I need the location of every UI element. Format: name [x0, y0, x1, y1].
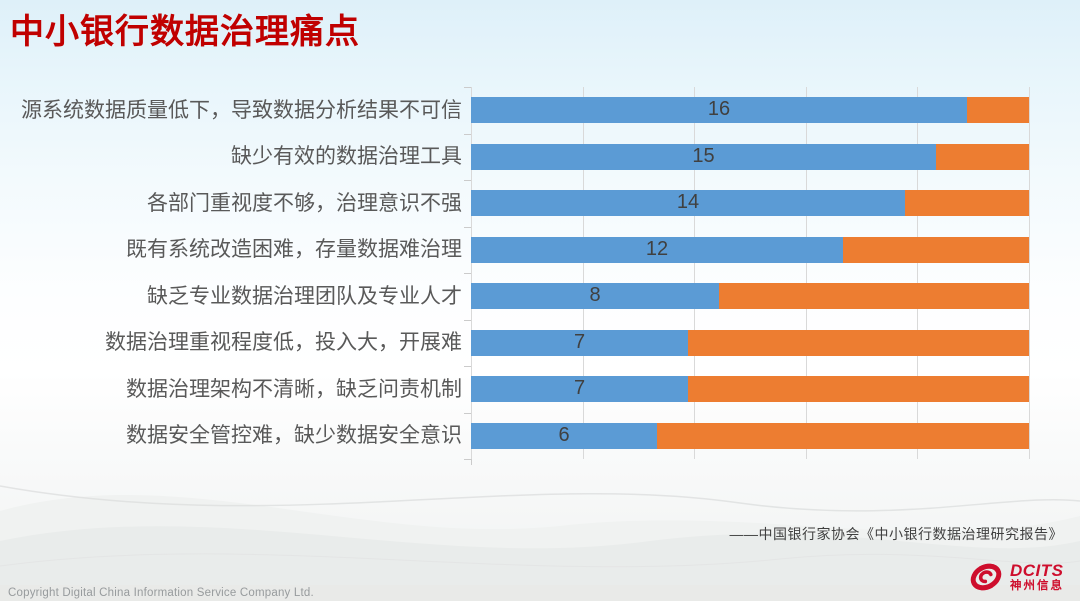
bar-value-label: 7: [573, 330, 586, 353]
bar-value-label: 8: [589, 284, 601, 307]
category-axis-tick: [464, 412, 471, 414]
vertical-gridline: [471, 87, 472, 459]
bar-segment-orange: [936, 143, 1029, 170]
bar-segment-orange: [905, 190, 1029, 217]
bar-track: 6: [471, 422, 1029, 449]
category-label: 既有系统改造困难，存量数据难治理: [126, 238, 462, 262]
bar-segment-orange: [843, 236, 1029, 263]
bar-segment-orange: [688, 329, 1029, 356]
bar-segment-blue: [471, 376, 688, 403]
vertical-gridline: [694, 87, 696, 459]
category-axis-tick: [464, 133, 471, 135]
bar-segment-orange: [967, 97, 1029, 124]
bar-value-label: 15: [692, 144, 715, 167]
bar-segment-blue: [471, 283, 719, 310]
footer-bar: Copyright Digital China Information Serv…: [0, 585, 1080, 601]
category-label: 数据治理架构不清晰，缺乏问责机制: [126, 377, 462, 401]
bar-segment-orange: [719, 283, 1029, 310]
category-label: 缺乏专业数据治理团队及专业人才: [147, 284, 462, 308]
bar-segment-blue: [471, 143, 936, 170]
chart-row: 数据治理架构不清晰，缺乏问责机制 7: [0, 366, 1080, 413]
slide-title: 中小银行数据治理痛点: [10, 13, 360, 51]
bar-value-label: 6: [558, 423, 570, 446]
category-axis-tick: [464, 366, 471, 367]
bar-value-label: 7: [573, 377, 586, 400]
logo-text-cn: 神州信息: [1010, 579, 1064, 592]
logo-text-en: DCITS: [1010, 560, 1064, 580]
bar-track: 14: [471, 190, 1029, 217]
dcits-logo: DCITS 神州信息: [967, 559, 1064, 595]
bar-track: 15: [471, 143, 1029, 170]
chart-row: 缺少有效的数据治理工具 15: [0, 134, 1080, 181]
chart-row: 既有系统改造困难，存量数据难治理 12: [0, 227, 1080, 274]
category-label: 各部门重视度不够，治理意识不强: [147, 191, 462, 215]
category-axis-tick: [464, 226, 471, 228]
vertical-gridline: [582, 87, 584, 459]
chart-row: 缺乏专业数据治理团队及专业人才 8: [0, 273, 1080, 320]
category-label: 数据治理重视程度低，投入大，开展难: [105, 331, 462, 355]
chart-row: 数据安全管控难，缺少数据安全意识 6: [0, 413, 1080, 460]
bar-track: 8: [471, 283, 1029, 310]
vertical-gridline: [1029, 87, 1030, 459]
chart-row: 源系统数据质量低下，导致数据分析结果不可信 16: [0, 87, 1080, 134]
chart-row: 数据治理重视程度低，投入大，开展难 7: [0, 320, 1080, 367]
category-axis-tick: [464, 459, 471, 460]
category-axis-tick: [464, 180, 471, 181]
bar-track: 16: [471, 97, 1029, 124]
category-label: 数据安全管控难，缺少数据安全意识: [126, 424, 462, 448]
vertical-gridline: [805, 87, 807, 459]
source-citation: ——中国银行家协会《中小银行数据治理研究报告》: [729, 526, 1063, 542]
bar-track: 7: [471, 376, 1029, 403]
bar-segment-blue: [471, 97, 967, 124]
bar-value-label: 14: [676, 191, 700, 214]
bar-segment-blue: [471, 329, 688, 356]
logo-text: DCITS 神州信息: [1010, 562, 1064, 593]
category-axis-tick: [464, 273, 471, 274]
bar-segment-orange: [688, 376, 1029, 403]
bar-value-label: 16: [707, 98, 731, 121]
background-wave-decoration: [0, 485, 1080, 601]
bar-segment-blue: [471, 236, 843, 263]
copyright-text: Copyright Digital China Information Serv…: [8, 587, 314, 599]
axis-stub: [471, 459, 472, 465]
category-label: 源系统数据质量低下，导致数据分析结果不可信: [21, 98, 462, 122]
category-label: 缺少有效的数据治理工具: [231, 145, 462, 169]
pain-points-bar-chart: 源系统数据质量低下，导致数据分析结果不可信 16 缺少有效的数据治理工具 15 各部门重…: [0, 87, 1080, 465]
category-axis-tick: [464, 319, 471, 321]
bar-segment-blue: [471, 190, 905, 217]
chart-grid-layer: [464, 87, 1030, 465]
bar-segment-orange: [657, 422, 1029, 449]
chart-rows: 源系统数据质量低下，导致数据分析结果不可信 16 缺少有效的数据治理工具 15 各部门重…: [0, 87, 1080, 459]
category-axis-tick: [464, 87, 471, 88]
bar-segment-blue: [471, 422, 657, 449]
dcits-swirl-icon: [970, 563, 1002, 591]
chart-row: 各部门重视度不够，治理意识不强 14: [0, 180, 1080, 227]
bar-value-label: 12: [645, 237, 669, 260]
bar-track: 7: [471, 329, 1029, 356]
bar-track: 12: [471, 236, 1029, 263]
vertical-gridline: [917, 87, 919, 459]
